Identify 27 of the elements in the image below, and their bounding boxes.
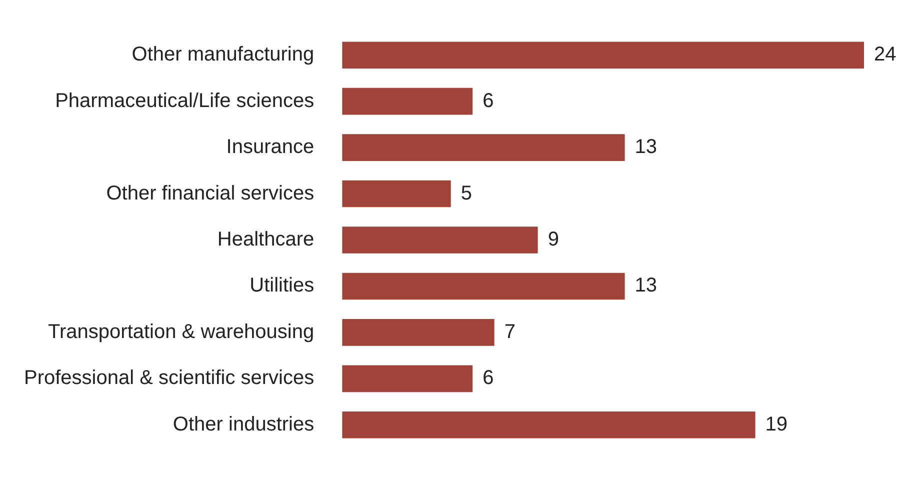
- y-tick-label: Insurance: [226, 136, 314, 158]
- data-label: 19: [765, 413, 788, 436]
- bar: [342, 272, 625, 300]
- bar: [342, 411, 756, 438]
- y-tick-label: Other manufacturing: [132, 44, 314, 66]
- y-tick-label: Healthcare: [217, 228, 314, 251]
- data-label: 9: [548, 228, 559, 251]
- bar: [342, 365, 473, 392]
- y-tick-label: Other industries: [172, 413, 314, 436]
- data-label: 6: [482, 367, 494, 390]
- bar: [342, 319, 494, 346]
- y-tick-label: Pharmaceutical/Life sciences: [55, 90, 314, 112]
- bar: [342, 134, 625, 161]
- data-label: 5: [460, 182, 472, 204]
- bar: [342, 226, 538, 254]
- y-tick-label: Professional & scientific services: [24, 367, 314, 390]
- bar: [342, 42, 864, 69]
- y-tick-label: Transportation & warehousing: [48, 320, 314, 343]
- data-label: 6: [482, 90, 494, 112]
- y-tick-label: Other financial services: [106, 182, 314, 204]
- data-label: 13: [634, 136, 658, 158]
- bar: [342, 180, 451, 208]
- data-label: 13: [634, 274, 658, 297]
- bar: [342, 88, 473, 115]
- data-label: 24: [874, 44, 896, 66]
- data-label: 7: [504, 320, 516, 343]
- y-tick-label: Utilities: [250, 274, 314, 297]
